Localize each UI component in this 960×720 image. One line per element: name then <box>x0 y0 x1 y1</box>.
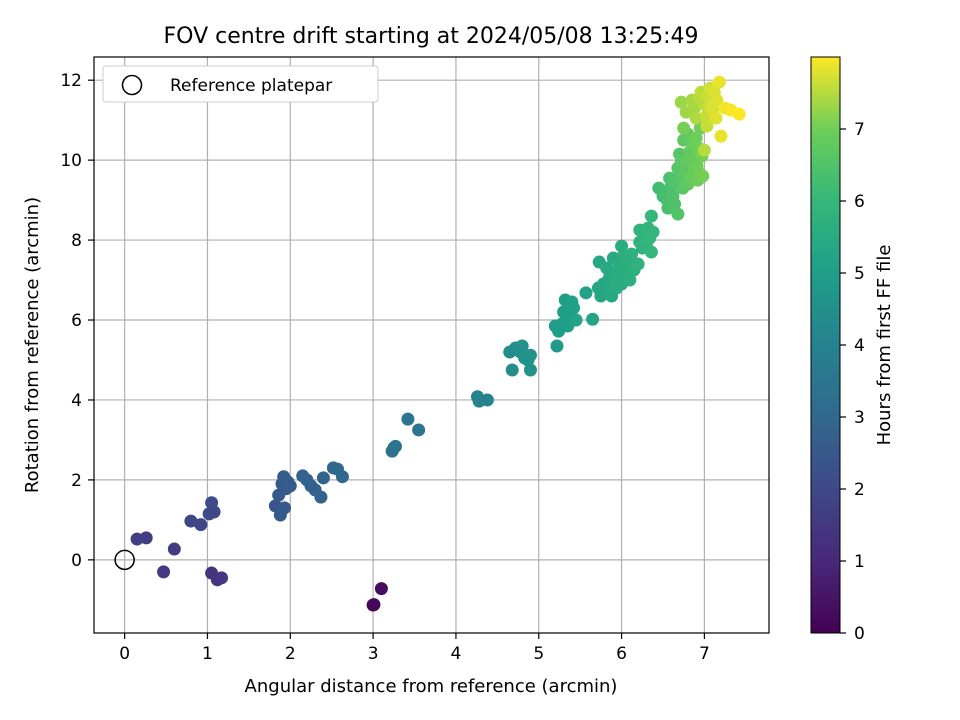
data-point <box>714 129 728 143</box>
plot-frame <box>93 56 770 634</box>
colorbar-gradient <box>810 56 841 634</box>
data-point <box>710 93 724 107</box>
y-axis-label: Rotation from reference (arcmin) <box>22 197 43 493</box>
colorbar-tick-label: 3 <box>854 408 865 428</box>
y-axis-ticks: 0 2 4 6 8 10 12 <box>60 71 94 571</box>
data-point <box>579 286 593 300</box>
data-point <box>600 261 614 275</box>
y-tick-label: 0 <box>71 551 82 571</box>
y-tick-label: 12 <box>60 71 82 91</box>
x-tick-label: 6 <box>616 644 627 664</box>
data-point <box>646 225 660 239</box>
x-tick-label: 5 <box>533 644 544 664</box>
data-point <box>215 571 229 585</box>
y-tick-label: 4 <box>71 391 82 411</box>
data-point <box>550 339 564 353</box>
data-point <box>139 531 153 545</box>
data-point <box>625 247 639 261</box>
data-point <box>314 490 328 504</box>
data-point <box>623 273 637 287</box>
data-point <box>567 301 581 315</box>
data-point <box>644 209 658 223</box>
data-point <box>167 542 181 556</box>
x-axis-ticks: 0 1 2 3 4 5 6 7 <box>119 633 710 664</box>
x-tick-label: 7 <box>699 644 710 664</box>
data-point <box>335 470 349 484</box>
data-point <box>689 131 703 145</box>
data-point <box>523 348 537 362</box>
data-point <box>697 143 711 157</box>
colorbar-tick-label: 5 <box>854 264 865 284</box>
data-point <box>631 257 645 271</box>
data-point <box>700 119 714 133</box>
x-tick-label: 3 <box>368 644 379 664</box>
data-point <box>671 207 685 221</box>
x-tick-label: 1 <box>202 644 213 664</box>
legend-marker <box>121 74 143 96</box>
data-point <box>712 75 726 89</box>
x-axis-label: Angular distance from reference (arcmin) <box>245 676 618 697</box>
data-point <box>374 582 388 596</box>
legend: Reference platepar <box>102 65 379 103</box>
data-point <box>505 363 519 377</box>
x-tick-label: 4 <box>451 644 462 664</box>
x-tick-label: 2 <box>285 644 296 664</box>
data-point <box>674 95 688 109</box>
colorbar-tick-label: 6 <box>854 192 865 212</box>
colorbar-label: Hours from first FF file <box>874 245 895 446</box>
grid-lines <box>94 57 769 633</box>
data-point <box>523 363 537 377</box>
data-point <box>615 239 629 253</box>
data-point <box>586 312 600 326</box>
data-point <box>480 393 494 407</box>
plot-area <box>94 57 769 633</box>
colorbar: 0 1 2 3 4 5 6 7 Hours from first FF file <box>810 56 895 644</box>
y-tick-label: 6 <box>71 311 82 331</box>
colorbar-tick-label: 4 <box>854 336 865 356</box>
colorbar-tick-label: 1 <box>854 552 865 572</box>
data-point <box>401 412 415 426</box>
data-point <box>689 111 703 125</box>
colorbar-tick-label: 7 <box>854 120 865 140</box>
y-tick-label: 8 <box>71 231 82 251</box>
legend-box <box>102 65 379 103</box>
chart-title: FOV centre drift starting at 2024/05/08 … <box>164 24 699 49</box>
data-point <box>194 518 208 532</box>
data-point <box>283 479 297 493</box>
x-tick-label: 0 <box>119 644 130 664</box>
data-point <box>732 107 746 121</box>
colorbar-tick-label: 2 <box>854 480 865 500</box>
data-point <box>696 169 710 183</box>
data-point <box>157 565 171 579</box>
colorbar-tick-label: 0 <box>854 624 865 644</box>
data-point <box>205 496 219 510</box>
legend-label: Reference platepar <box>170 76 332 96</box>
y-tick-label: 2 <box>71 471 82 491</box>
data-point <box>184 514 198 528</box>
colorbar-ticks: 0 1 2 3 4 5 6 7 <box>840 120 865 644</box>
data-point <box>569 313 583 327</box>
data-point <box>709 111 723 125</box>
data-point <box>644 245 658 259</box>
data-point <box>515 339 529 353</box>
data-point <box>668 197 682 211</box>
data-point <box>388 439 402 453</box>
data-point <box>412 423 426 437</box>
data-point <box>277 501 291 515</box>
data-points <box>130 75 746 612</box>
data-point <box>367 598 381 612</box>
reference-marker <box>114 549 135 571</box>
data-point <box>687 101 701 115</box>
y-tick-label: 10 <box>60 151 82 171</box>
data-point <box>316 471 330 485</box>
data-point <box>677 121 691 135</box>
